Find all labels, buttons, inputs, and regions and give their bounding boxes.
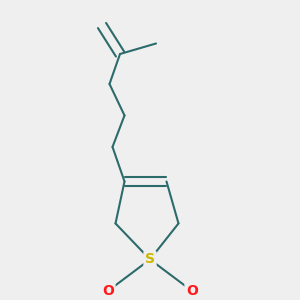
Text: S: S: [145, 252, 155, 266]
Text: O: O: [186, 284, 198, 298]
Text: O: O: [102, 284, 114, 298]
